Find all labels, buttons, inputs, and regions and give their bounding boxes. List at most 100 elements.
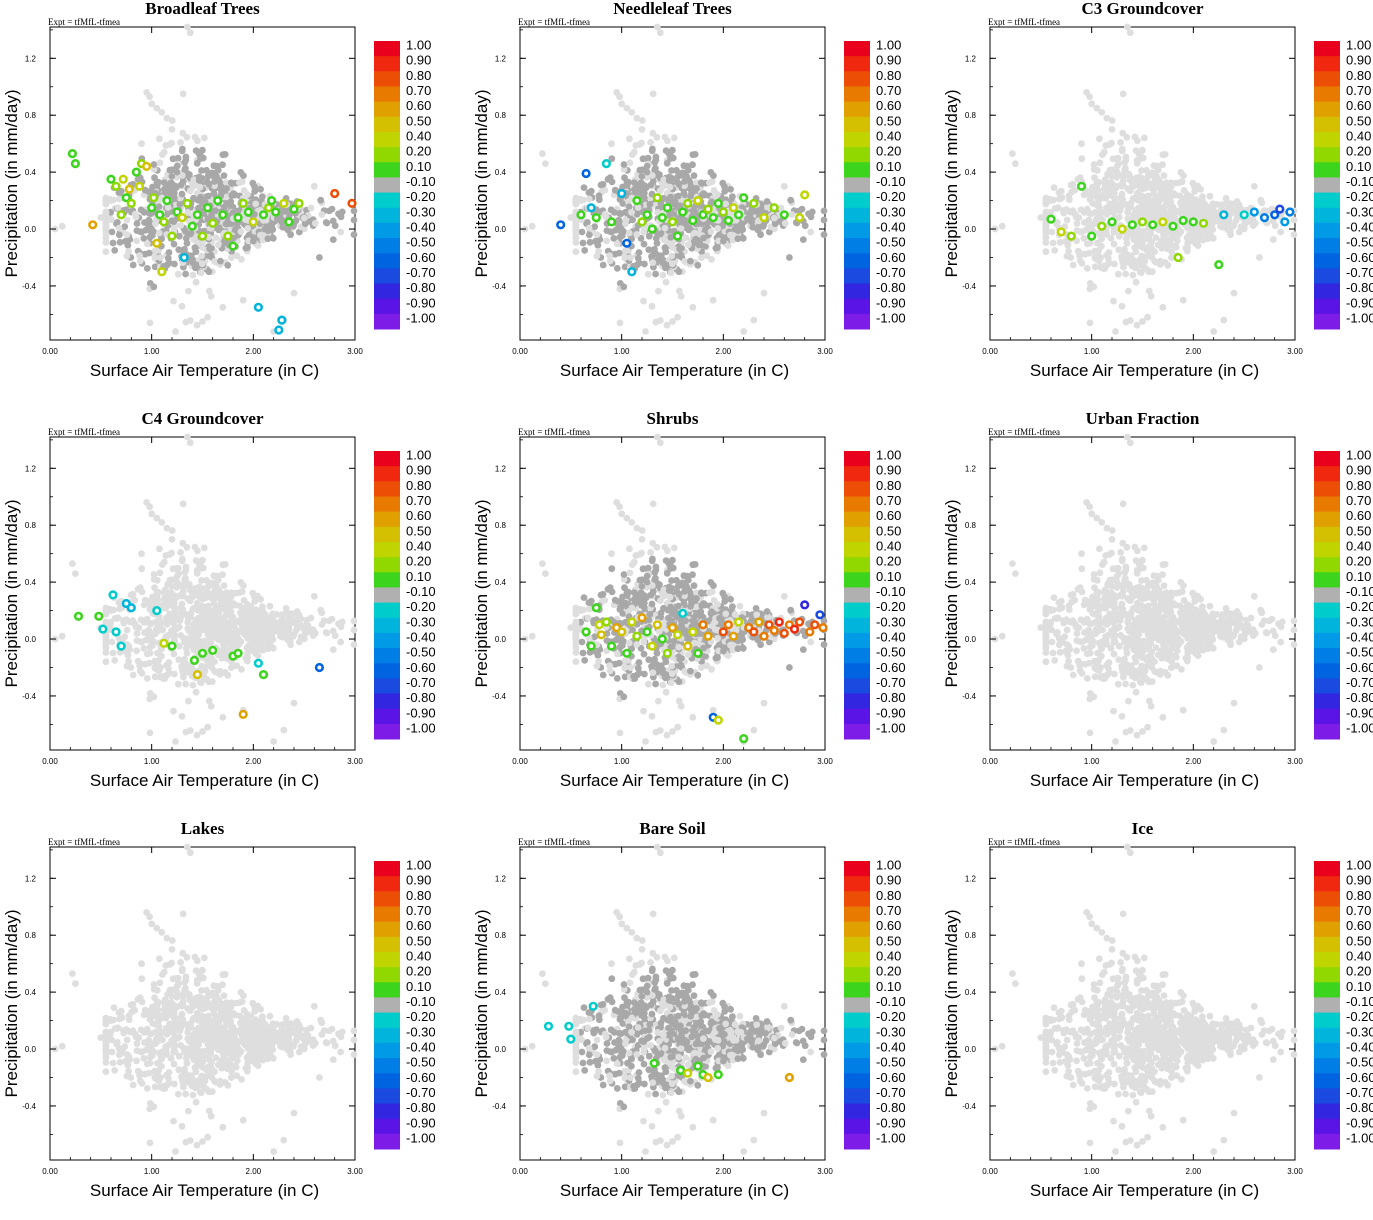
- context-point: [124, 627, 131, 634]
- colorbar-label: -0.10: [406, 174, 436, 189]
- colorbar-swatch: [1314, 56, 1340, 72]
- context-point: [166, 249, 173, 256]
- context-point: [152, 254, 159, 261]
- colorbar-label: 0.90: [876, 53, 901, 68]
- y-tick-label: 1.2: [25, 464, 37, 473]
- context-point: [1078, 155, 1085, 162]
- context-point: [608, 140, 615, 147]
- colorbar-label: 0.70: [406, 83, 431, 98]
- data-point: [1277, 206, 1284, 213]
- context-point: [1141, 135, 1148, 142]
- colorbar-swatch: [374, 663, 400, 679]
- colorbar-label: -0.80: [876, 280, 906, 295]
- context-point: [676, 246, 683, 253]
- colorbar-swatch: [1314, 223, 1340, 239]
- context-point: [311, 593, 318, 600]
- context-point: [1090, 283, 1097, 290]
- context-point: [616, 660, 623, 667]
- context-point: [183, 564, 190, 571]
- y-tick-label: 0.8: [25, 521, 37, 530]
- context-point: [1272, 222, 1279, 229]
- context-point: [1139, 147, 1146, 154]
- context-point: [1149, 172, 1156, 179]
- context-point: [638, 173, 645, 180]
- context-point: [605, 176, 612, 183]
- data-point: [796, 214, 803, 221]
- context-point: [1163, 236, 1170, 243]
- colorbar-label: -0.40: [1346, 220, 1373, 235]
- context-point: [644, 573, 651, 580]
- context-point: [159, 151, 166, 158]
- context-point: [1190, 238, 1197, 245]
- data-point: [740, 194, 747, 201]
- context-point: [1176, 179, 1183, 186]
- context-point: [144, 241, 151, 248]
- context-point: [669, 260, 676, 267]
- context-point: [187, 29, 194, 36]
- context-point: [201, 545, 208, 552]
- context-point: [628, 209, 635, 216]
- context-point: [799, 206, 806, 213]
- colorbar-label: 0.20: [876, 144, 901, 159]
- colorbar-label: 0.70: [876, 83, 901, 98]
- context-point: [316, 254, 323, 261]
- context-point: [676, 268, 683, 275]
- context-point: [179, 557, 186, 564]
- context-point: [110, 240, 117, 247]
- data-point: [118, 643, 125, 650]
- context-point: [219, 304, 226, 311]
- data-point: [118, 212, 125, 219]
- context-point: [1114, 163, 1121, 170]
- context-point: [1050, 240, 1057, 247]
- x-tick-label: 2.00: [716, 347, 732, 356]
- context-point: [1207, 193, 1214, 200]
- context-point: [141, 209, 148, 216]
- context-point: [591, 223, 598, 230]
- context-point: [608, 229, 615, 236]
- data-point: [639, 219, 646, 226]
- colorbar-swatch: [374, 618, 400, 634]
- context-point: [150, 693, 157, 700]
- colorbar-swatch: [844, 223, 870, 239]
- x-tick-label: 3.00: [347, 347, 363, 356]
- data-point: [331, 190, 338, 197]
- context-point: [251, 629, 258, 636]
- context-point: [651, 246, 658, 253]
- colorbar-label: -0.10: [1346, 174, 1373, 189]
- context-point: [282, 208, 289, 215]
- context-point: [1123, 319, 1130, 326]
- y-tick-label: -0.4: [492, 282, 506, 291]
- data-point: [164, 197, 171, 204]
- context-point: [650, 501, 657, 508]
- data-point: [684, 200, 691, 207]
- data-point: [649, 226, 656, 233]
- colorbar-label: 0.10: [406, 569, 431, 584]
- data-point: [296, 200, 303, 207]
- context-point: [103, 248, 110, 255]
- context-point: [685, 167, 692, 174]
- context-point: [764, 608, 771, 615]
- context-point: [752, 208, 759, 215]
- context-point: [673, 167, 680, 174]
- context-point: [188, 252, 195, 259]
- y-tick-label: 0.4: [965, 168, 977, 177]
- colorbar-label: -0.30: [1346, 204, 1373, 219]
- context-point: [581, 184, 588, 191]
- data-point: [154, 607, 161, 614]
- context-point: [147, 638, 154, 645]
- data-point: [154, 240, 161, 247]
- context-point: [694, 262, 701, 269]
- context-point: [663, 689, 670, 696]
- context-point: [1078, 140, 1085, 147]
- context-point: [1125, 288, 1132, 295]
- x-tick-label: 3.00: [1287, 347, 1303, 356]
- context-point: [1098, 109, 1105, 116]
- context-point: [240, 297, 247, 304]
- context-point: [654, 240, 661, 247]
- context-point: [1056, 196, 1063, 203]
- context-point: [714, 244, 721, 251]
- data-point: [1048, 216, 1055, 223]
- context-point: [660, 682, 667, 689]
- y-tick-label: -0.4: [22, 282, 36, 291]
- context-point: [158, 619, 165, 626]
